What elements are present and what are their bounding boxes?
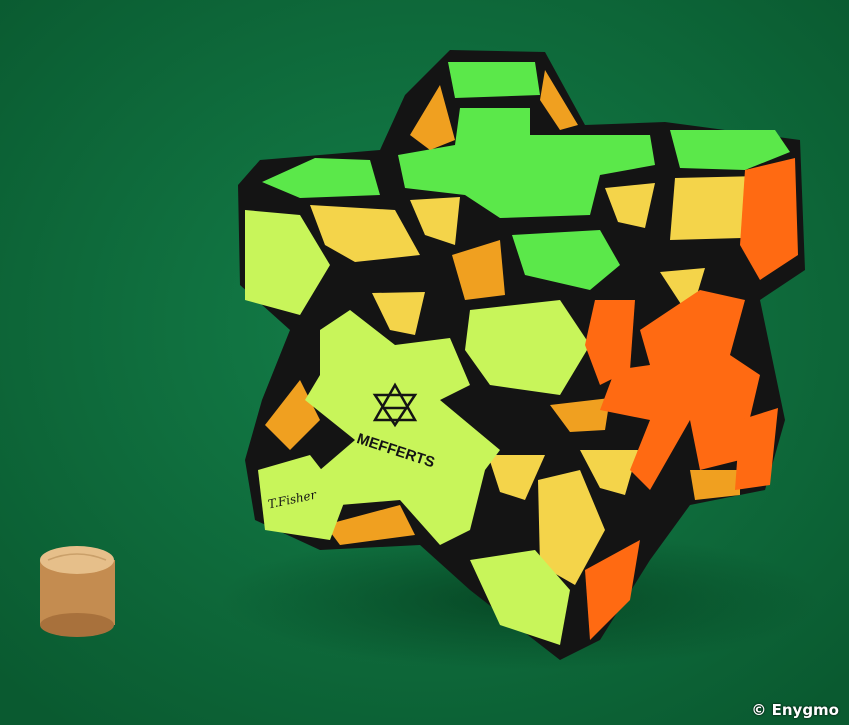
orange-cross: [600, 290, 760, 490]
front-lime-cross: [305, 310, 500, 545]
orange-tile-1: [740, 158, 798, 280]
amber-tile-4: [265, 380, 320, 450]
top-green-tile: [448, 62, 540, 98]
orange-tile-4: [585, 540, 640, 640]
meffert-logo: [372, 382, 418, 428]
yellow-tile-6: [372, 292, 425, 335]
yellow-tile-5: [452, 240, 505, 300]
yellow-tile-2: [410, 197, 460, 245]
amber-tile-6: [690, 470, 740, 500]
orange-tile-2: [585, 300, 635, 385]
photo-credit: © Enygmo: [751, 701, 839, 719]
amber-tile-1: [410, 85, 455, 150]
right-green-tile: [670, 130, 790, 170]
lime-tile-center: [465, 300, 590, 395]
amber-tile-2: [540, 70, 578, 130]
lime-tile-corner: [258, 455, 345, 540]
yellow-tile-3: [605, 183, 655, 228]
wooden-peg: [40, 546, 115, 637]
center-green-tile: [512, 230, 620, 290]
lime-tile-left: [245, 210, 330, 315]
yellow-tile-10: [538, 470, 605, 585]
left-green-tile: [262, 158, 380, 198]
amber-tile-3: [550, 398, 610, 432]
lime-tile-bottom: [470, 550, 570, 645]
yellow-tile-1: [310, 205, 420, 262]
yellow-tile-9: [580, 450, 638, 495]
top-green-cross: [398, 108, 655, 218]
yellow-tile-4: [670, 176, 760, 240]
yellow-tile-8: [488, 455, 545, 500]
amber-tile-5: [325, 505, 415, 545]
puzzle: MEFFERTS T.Fisher: [238, 50, 805, 660]
orange-tile-3: [735, 408, 778, 490]
